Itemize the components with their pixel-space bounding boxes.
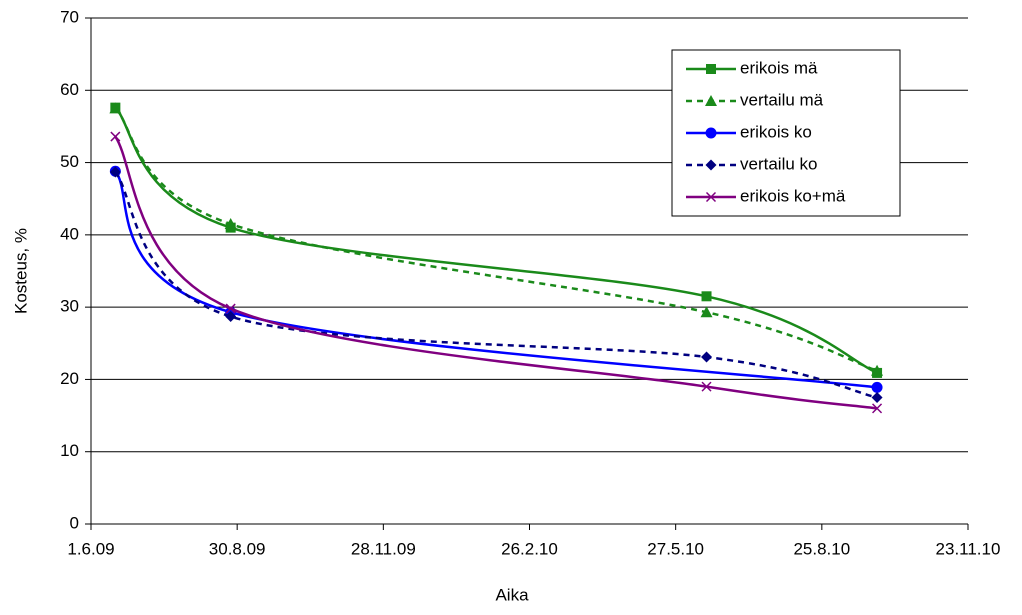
marker [871, 364, 884, 376]
series [110, 131, 883, 414]
x-tick-label: 30.8.09 [209, 539, 266, 558]
legend-label: vertailu mä [740, 90, 824, 109]
marker [705, 191, 717, 203]
marker [110, 131, 121, 142]
x-tick-label: 25.8.10 [793, 539, 850, 558]
series-line [114, 170, 878, 389]
marker [705, 127, 717, 139]
marker [701, 291, 712, 302]
series [109, 166, 883, 403]
series-line [114, 107, 878, 372]
y-axis-label: Kosteus, % [11, 228, 30, 314]
marker [871, 381, 883, 393]
y-tick-label: 40 [60, 224, 79, 243]
y-tick-label: 70 [60, 7, 79, 26]
y-tick-label: 10 [60, 441, 79, 460]
x-axis-label: Aika [495, 585, 529, 604]
series-line [114, 135, 878, 410]
marker [225, 303, 236, 314]
marker [225, 311, 237, 323]
legend: erikois mä vertailu mä erikois ko vertailu … [671, 49, 901, 217]
series-line [114, 171, 878, 399]
marker [224, 218, 237, 230]
x-tick-label: 27.5.10 [647, 539, 704, 558]
marker [109, 102, 122, 114]
x-tick-label: 28.11.09 [351, 539, 416, 558]
marker [109, 166, 121, 178]
legend-label: erikois ko+mä [740, 186, 846, 205]
x-tick-label: 23.11.10 [936, 539, 1001, 558]
legend-label: erikois ko [740, 122, 812, 141]
marker [706, 64, 716, 74]
series [109, 102, 884, 376]
y-tick-label: 20 [60, 369, 79, 388]
series-line [114, 106, 878, 375]
marker [705, 95, 717, 106]
y-tick-label: 60 [60, 80, 79, 99]
y-tick-label: 0 [70, 513, 79, 532]
y-tick-label: 50 [60, 152, 79, 171]
legend-label: erikois mä [740, 58, 818, 77]
marker [872, 403, 883, 414]
marker [871, 392, 883, 403]
marker [701, 381, 712, 392]
legend-label: vertailu ko [740, 154, 817, 173]
y-tick-label: 30 [60, 297, 79, 316]
x-tick-label: 1.6.09 [67, 539, 114, 558]
marker [705, 159, 717, 171]
marker [701, 351, 713, 363]
marker [700, 306, 713, 318]
x-tick-label: 26.2.10 [501, 539, 558, 558]
